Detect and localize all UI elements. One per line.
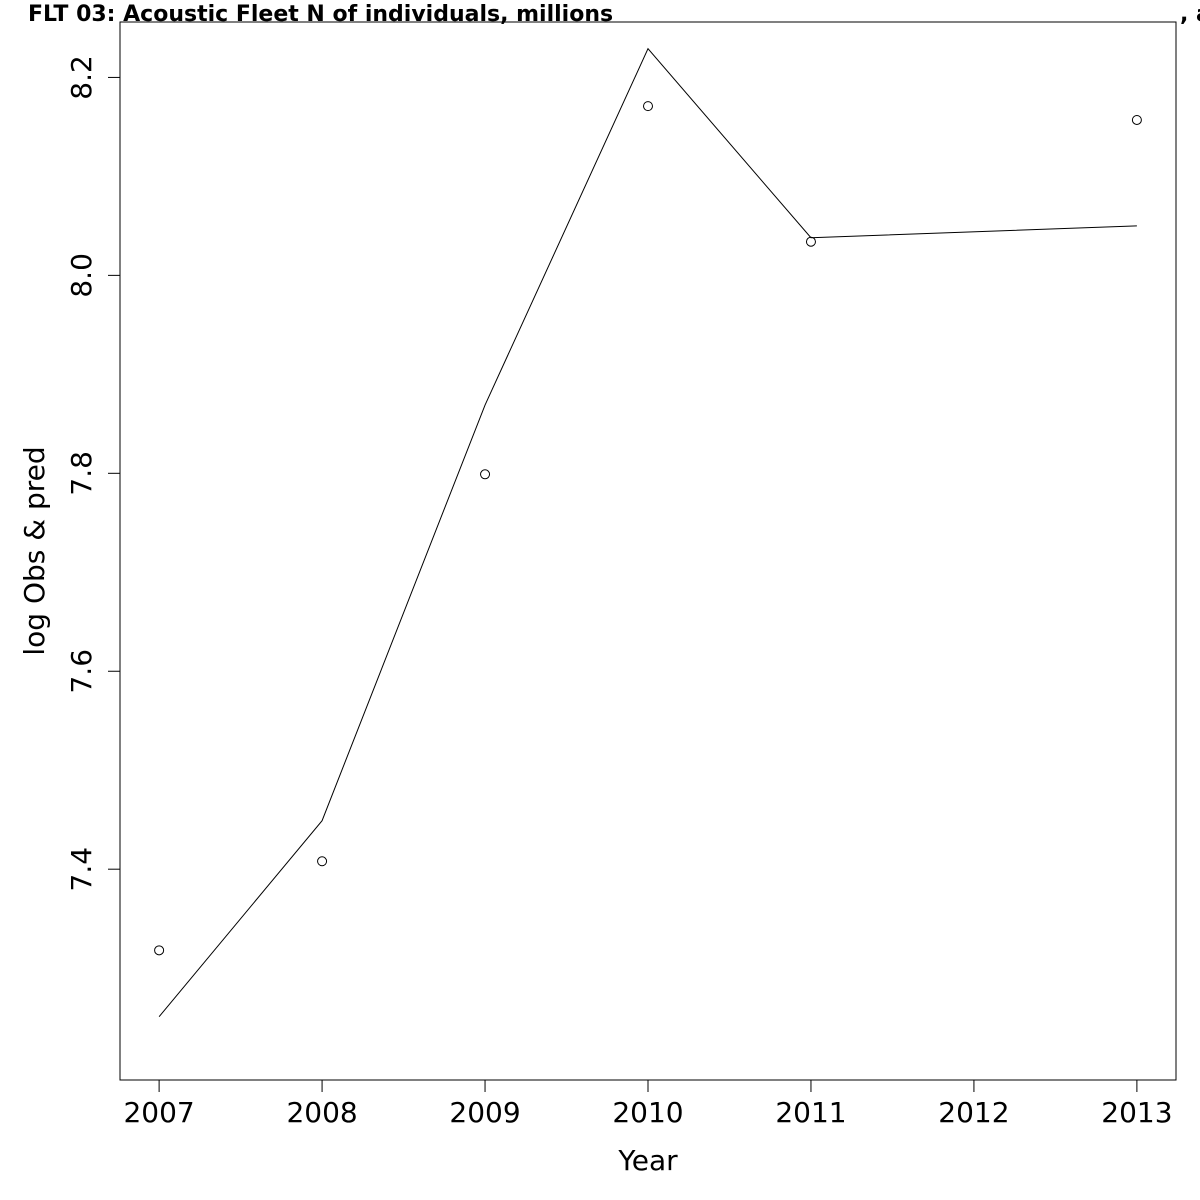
y-tick-label: 8.2 [65, 55, 98, 100]
x-tick-label: 2007 [123, 1096, 194, 1129]
y-tick-label: 7.6 [65, 649, 98, 694]
observed-point [643, 101, 653, 112]
x-tick-label: 2012 [938, 1096, 1009, 1129]
plot-frame [119, 21, 1177, 1081]
observed-point [805, 236, 816, 247]
y-axis: 7.4 7.6 7.8 8.0 8.2 [65, 55, 121, 892]
observed-point [317, 856, 328, 867]
x-tick-label: 2010 [612, 1096, 683, 1129]
predicted-line [158, 47, 1137, 1017]
x-tick-label: 2008 [286, 1096, 357, 1129]
observed-point [480, 469, 491, 480]
x-axis: 2007 2008 2009 2010 2011 2012 2013 [123, 1079, 1173, 1129]
y-tick-label: 8.0 [65, 253, 98, 298]
observed-point [1131, 114, 1142, 125]
chart-title-suffix: , a [1180, 2, 1200, 27]
x-tick-label: 2009 [449, 1096, 520, 1129]
observed-point [154, 945, 165, 956]
x-tick-label: 2011 [775, 1096, 846, 1129]
y-tick-label: 7.4 [65, 847, 98, 892]
chart-title: FLT 03: Acoustic Fleet N of individuals,… [28, 2, 613, 27]
x-axis-title: Year [617, 1144, 678, 1177]
y-axis-title: log Obs & pred [18, 446, 51, 655]
plot-area [154, 47, 1142, 1017]
y-tick-label: 7.8 [65, 451, 98, 496]
x-tick-label: 2013 [1101, 1096, 1172, 1129]
